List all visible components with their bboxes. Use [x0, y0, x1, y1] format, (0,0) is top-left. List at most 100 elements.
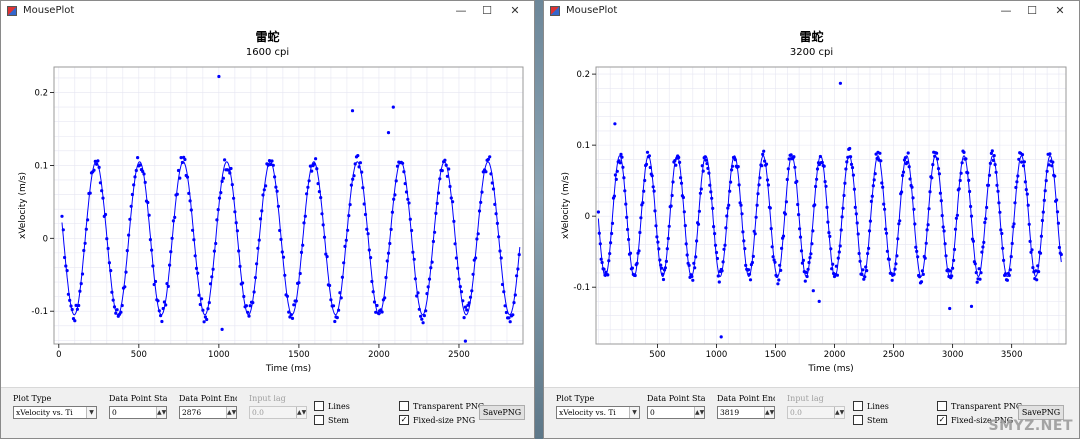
- mouseplot-window-3200: MousePlot — ☐ ✕ 雷蛇 3200 cpi 500 1000 1500 200…: [543, 0, 1080, 439]
- data-point: [499, 256, 503, 260]
- data-point: [219, 191, 223, 195]
- data-point: [641, 201, 645, 205]
- data-point: [980, 250, 984, 254]
- data-point: [267, 159, 272, 163]
- data-point: [325, 255, 329, 259]
- data-point: [599, 257, 603, 261]
- start-stepper[interactable]: 0 ▲▼: [109, 406, 167, 419]
- data-point: [701, 169, 705, 173]
- data-point: [152, 282, 156, 287]
- data-point: [864, 265, 868, 269]
- data-point: [107, 261, 111, 265]
- data-point: [834, 264, 838, 268]
- spin-arrows-icon[interactable]: ▲▼: [156, 407, 167, 418]
- data-point: [986, 183, 991, 187]
- data-point: [969, 214, 974, 218]
- data-point: [747, 272, 752, 276]
- data-point: [613, 173, 617, 177]
- save-png-button[interactable]: SavePNG: [1018, 405, 1064, 420]
- data-point: [115, 308, 119, 312]
- data-point: [159, 314, 163, 318]
- plot-type-select[interactable]: xVelocity vs. Ti ▼: [556, 406, 640, 419]
- data-point: [633, 273, 637, 278]
- data-point: [890, 278, 894, 282]
- stem-checkbox[interactable]: Stem: [314, 414, 349, 426]
- transparent-png-checkbox[interactable]: Transparent PNG: [937, 400, 1022, 412]
- spin-arrows-icon[interactable]: ▲▼: [226, 407, 237, 418]
- fixed-size-png-checkbox[interactable]: ✓ Fixed-size PNG: [399, 414, 475, 426]
- close-icon[interactable]: ✕: [1055, 4, 1065, 17]
- data-point: [687, 263, 691, 267]
- data-point: [937, 172, 941, 176]
- close-icon[interactable]: ✕: [510, 4, 520, 17]
- x-tick-label: 1000: [706, 350, 728, 360]
- control-panel: Plot Type xVelocity vs. Ti ▼ Data Point …: [544, 387, 1079, 438]
- data-point: [647, 154, 651, 158]
- data-point: [792, 155, 796, 159]
- data-point: [897, 222, 901, 226]
- watermark: SMYZ.NET: [988, 418, 1073, 434]
- plot-area[interactable]: 雷蛇 3200 cpi 500 1000 1500 2000 2500 3000 3500 -0.…: [544, 21, 1079, 387]
- data-point: [813, 203, 817, 207]
- data-point: [153, 279, 158, 284]
- x-tick-label: 0: [56, 350, 61, 360]
- data-point: [1029, 250, 1033, 254]
- minimize-icon[interactable]: —: [1000, 4, 1012, 17]
- data-point: [106, 246, 110, 251]
- data-point: [673, 159, 677, 163]
- fixed-size-png-checkbox[interactable]: ✓ Fixed-size PNG: [937, 414, 1013, 426]
- data-point: [306, 185, 310, 189]
- end-stepper[interactable]: 2876 ▲▼: [179, 406, 237, 419]
- transparent-png-checkbox[interactable]: Transparent PNG: [399, 400, 484, 412]
- end-label: Data Point End: [179, 395, 237, 403]
- data-point: [253, 276, 257, 280]
- data-point: [713, 243, 718, 247]
- data-point: [973, 262, 977, 266]
- data-point: [220, 179, 224, 183]
- data-point: [1000, 231, 1004, 236]
- data-point: [93, 159, 97, 163]
- data-point: [97, 165, 101, 169]
- data-point: [143, 180, 147, 184]
- data-point: [708, 183, 712, 187]
- data-point: [717, 280, 721, 284]
- data-point: [420, 317, 424, 321]
- y-tick-label: 0: [585, 212, 590, 222]
- data-point: [602, 267, 606, 271]
- stem-checkbox[interactable]: Stem: [853, 414, 888, 426]
- data-point: [841, 206, 845, 210]
- end-stepper[interactable]: 3819 ▲▼: [717, 406, 775, 419]
- spin-arrows-icon[interactable]: ▲▼: [694, 407, 705, 418]
- data-point: [637, 249, 641, 253]
- y-axis-label: xVelocity (m/s): [18, 172, 28, 239]
- data-point: [440, 169, 444, 173]
- lines-checkbox[interactable]: Lines: [853, 400, 889, 412]
- data-point: [678, 160, 682, 164]
- maximize-icon[interactable]: ☐: [482, 4, 492, 17]
- data-point: [844, 167, 848, 171]
- data-point: [476, 232, 480, 236]
- save-png-button[interactable]: SavePNG: [479, 405, 525, 420]
- data-point: [417, 307, 421, 311]
- x-tick-label: 2000: [824, 350, 846, 360]
- data-point: [493, 202, 497, 206]
- data-point: [63, 255, 67, 260]
- minimize-icon[interactable]: —: [455, 4, 467, 17]
- data-point: [416, 291, 420, 295]
- data-point: [252, 290, 256, 294]
- data-point: [64, 264, 68, 268]
- data-point: [775, 274, 779, 278]
- input-lag-stepper[interactable]: 0.0 ▲▼: [787, 406, 845, 419]
- spin-arrows-icon[interactable]: ▲▼: [764, 407, 775, 418]
- start-stepper[interactable]: 0 ▲▼: [647, 406, 705, 419]
- data-point: [215, 218, 219, 222]
- data-point: [781, 234, 786, 238]
- plot-area[interactable]: 雷蛇 1600 cpi 0 500 1000 1500 2000 2500 -0.1 0 0.1 0.…: [1, 21, 534, 387]
- data-point: [217, 74, 221, 79]
- lines-checkbox[interactable]: Lines: [314, 400, 350, 412]
- input-lag-stepper[interactable]: 0.0 ▲▼: [249, 406, 307, 419]
- data-point: [96, 159, 100, 163]
- plot-type-select[interactable]: xVelocity vs. Ti ▼: [13, 406, 97, 419]
- data-point: [939, 199, 943, 203]
- maximize-icon[interactable]: ☐: [1027, 4, 1037, 17]
